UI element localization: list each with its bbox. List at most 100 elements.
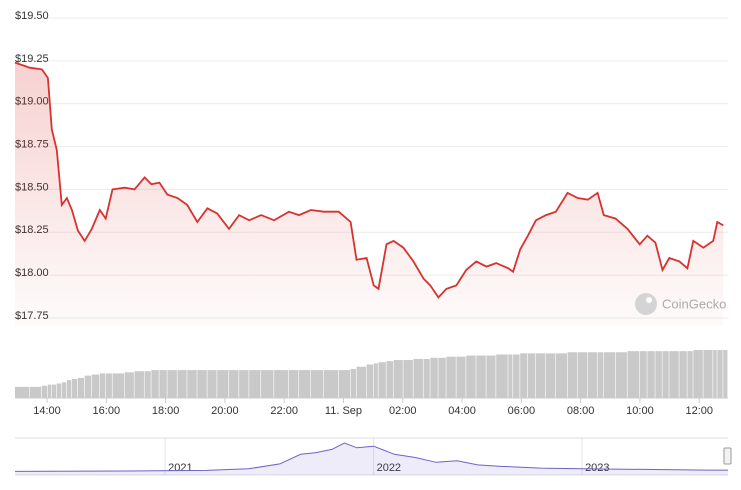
volume-bar (703, 350, 713, 398)
volume-bar (207, 370, 217, 398)
volume-bar (356, 366, 367, 398)
volume-bar (288, 370, 299, 398)
volume-bar (413, 358, 423, 398)
volume-bar (567, 352, 578, 398)
volume-bar (217, 370, 229, 398)
volume-bar (508, 354, 513, 398)
volume-bar (338, 370, 350, 398)
x-tick-label: 08:00 (567, 405, 595, 417)
volume-bar (679, 351, 687, 398)
x-tick-label: 22:00 (270, 405, 298, 417)
y-tick-label: $19.50 (15, 10, 49, 22)
volume-bar (91, 374, 100, 398)
volume-bar (378, 362, 386, 398)
volume-bar (299, 370, 311, 398)
x-tick-label: 18:00 (152, 405, 180, 417)
volume-bar (545, 353, 556, 398)
volume-bar (61, 382, 67, 398)
volume-bar (274, 370, 289, 398)
volume-bar (134, 371, 144, 398)
volume-bar (239, 370, 249, 398)
navigator-handle[interactable] (723, 447, 732, 465)
watermark: CoinGecko (635, 293, 726, 315)
volume-bar (438, 357, 446, 398)
x-tick-label: 10:00 (626, 405, 654, 417)
x-tick-label: 11. Sep (325, 405, 362, 417)
volume-bar (56, 383, 62, 398)
volume-bar (446, 356, 456, 398)
volume-bar (29, 386, 42, 398)
volume-bar (99, 373, 106, 398)
volume-bar (144, 371, 151, 398)
volume-bar (423, 358, 430, 398)
volume-bar (386, 361, 393, 398)
x-tick-label: 02:00 (389, 405, 417, 417)
navigator-label: 2022 (377, 462, 401, 474)
volume-bar (476, 355, 486, 398)
volume-bar (323, 370, 339, 398)
volume-bar (513, 354, 520, 398)
volume-bar (555, 353, 568, 398)
volume-bar (229, 370, 239, 398)
volume-bar (615, 352, 627, 398)
volume-bar (77, 377, 85, 398)
navigator-label: 2023 (585, 462, 609, 474)
volume-bar (373, 363, 378, 398)
volume-bar (535, 353, 546, 398)
volume-bar (603, 352, 616, 398)
volume-bar (662, 351, 669, 398)
volume-bar (51, 384, 57, 398)
volume-bar (597, 352, 604, 398)
volume-bar (693, 350, 703, 398)
volume-bar (187, 370, 197, 398)
y-tick-label: $19.25 (15, 53, 49, 65)
volume-bar (71, 379, 78, 398)
volume-bar (496, 354, 508, 398)
x-tick-label: 14:00 (33, 405, 61, 417)
volume-bar (350, 368, 356, 398)
volume-bar (456, 356, 466, 398)
volume-bar (647, 351, 655, 398)
volume-bar (15, 386, 30, 398)
x-tick-label: 12:00 (685, 405, 713, 417)
volume-bar (151, 370, 159, 398)
volume-bar (587, 352, 597, 398)
volume-bar (527, 353, 536, 398)
volume-bar (197, 370, 207, 398)
volume-bar (167, 370, 177, 398)
volume-bar (466, 355, 476, 398)
volume-bar (430, 357, 438, 398)
volume-bar (112, 373, 125, 398)
volume-bar (713, 350, 717, 398)
volume-bar (249, 370, 261, 398)
volume-bar (655, 351, 662, 398)
x-tick-label: 20:00 (211, 405, 239, 417)
volume-bar (687, 351, 693, 398)
navigator-line (14, 442, 728, 472)
volume-bar (124, 372, 134, 398)
volume-bar (310, 370, 324, 398)
volume-bar (393, 360, 403, 398)
volume-bar (403, 360, 413, 398)
volume-bar (41, 385, 48, 398)
x-tick-label: 16:00 (93, 405, 121, 417)
volume-bar (639, 351, 647, 398)
volume-bar (261, 370, 274, 398)
volume-bar (717, 350, 723, 398)
volume-bar (47, 384, 52, 398)
price-line (14, 61, 724, 299)
x-tick-label: 06:00 (508, 405, 536, 417)
x-tick-label: 04:00 (448, 405, 476, 417)
volume-bar (84, 375, 92, 398)
volume-bar (66, 380, 72, 398)
volume-bar (669, 351, 679, 398)
volume-bar (723, 350, 728, 398)
volume-bar (177, 370, 187, 398)
volume-bar (486, 355, 496, 398)
volume-bar (627, 351, 640, 398)
volume-bar (366, 364, 374, 398)
volume-bar (105, 373, 112, 398)
volume-bar (520, 353, 528, 398)
navigator-area (15, 443, 728, 475)
